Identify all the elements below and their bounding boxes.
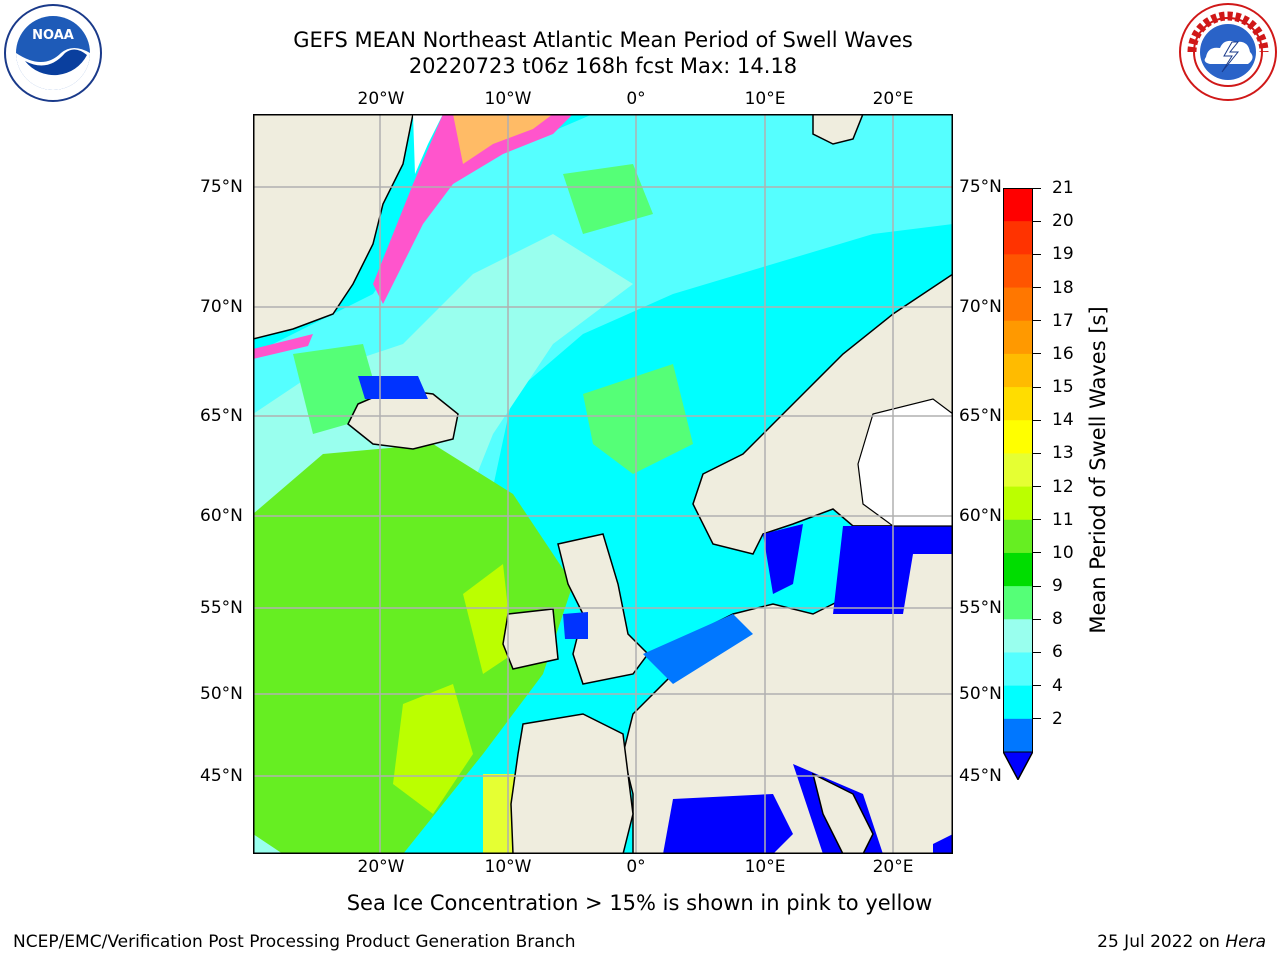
colorbar-tick-mark — [1033, 452, 1041, 454]
footer-date-text: 25 Jul 2022 on — [1097, 932, 1226, 952]
lon-label-bottom: 10°E — [744, 857, 786, 877]
colorbar-tick-mark — [1033, 220, 1041, 222]
colorbar-tick-label: 16 — [1052, 343, 1074, 364]
lon-label-top: 20°W — [357, 89, 405, 109]
colorbar-tick-mark — [1033, 353, 1041, 355]
colorbar-segment — [1003, 652, 1033, 687]
colorbar-tick-label: 17 — [1052, 310, 1074, 331]
colorbar-tick-label: 19 — [1052, 244, 1074, 265]
colorbar-segment — [1003, 254, 1033, 289]
colorbar-segment — [1003, 685, 1033, 720]
lon-label-top: 0° — [626, 89, 646, 109]
colorbar-segment — [1003, 586, 1033, 620]
lat-label-left: 45°N — [200, 766, 243, 786]
lat-label-right: 75°N — [959, 177, 1002, 197]
colorbar-tick-label: 18 — [1052, 277, 1074, 298]
lat-label-left: 75°N — [200, 177, 243, 197]
lat-label-left: 65°N — [200, 406, 243, 426]
colorbar-tick-mark — [1033, 287, 1041, 289]
colorbar-under-arrow — [1003, 751, 1033, 780]
colorbar — [1003, 188, 1033, 780]
lat-label-right: 50°N — [959, 684, 1002, 704]
colorbar-tick-mark — [1033, 685, 1041, 687]
colorbar-tick-mark — [1033, 386, 1041, 388]
colorbar-tick-label: 4 — [1052, 675, 1063, 696]
colorbar-segment — [1003, 552, 1033, 587]
svg-text:NOAA: NOAA — [32, 28, 74, 43]
footer-host: Hera — [1225, 932, 1266, 952]
colorbar-segment — [1003, 287, 1033, 322]
lat-label-right: 70°N — [959, 297, 1002, 317]
colorbar-tick-mark — [1033, 519, 1041, 521]
colorbar-tick-mark — [1033, 718, 1041, 720]
colorbar-tick-label: 8 — [1052, 609, 1063, 630]
colorbar-tick-mark — [1033, 320, 1041, 322]
lon-label-top: 10°E — [744, 89, 786, 109]
colorbar-label: Mean Period of Swell Waves [s] — [1086, 306, 1110, 634]
nws-logo — [1179, 3, 1277, 101]
colorbar-tick-mark — [1033, 187, 1041, 189]
lon-label-bottom: 0° — [626, 857, 646, 877]
colorbar-tick-mark — [1033, 552, 1041, 554]
colorbar-tick-label: 9 — [1052, 576, 1063, 597]
lon-label-top: 10°W — [484, 89, 532, 109]
colorbar-segment — [1003, 420, 1033, 454]
lon-label-top: 20°E — [872, 89, 914, 109]
lat-label-left: 55°N — [200, 598, 243, 618]
colorbar-segment — [1003, 718, 1033, 753]
colorbar-tick-label: 15 — [1052, 377, 1074, 398]
colorbar-segment — [1003, 353, 1033, 388]
colorbar-segment — [1003, 453, 1033, 488]
colorbar-tick-label: 10 — [1052, 542, 1074, 563]
colorbar-segment — [1003, 486, 1033, 521]
colorbar-tick-label: 2 — [1052, 708, 1063, 729]
colorbar-tick-mark — [1033, 651, 1041, 653]
colorbar-outline — [1003, 188, 1033, 780]
lat-label-left: 70°N — [200, 297, 243, 317]
colorbar-tick-mark — [1033, 486, 1041, 488]
colorbar-tick-label: 14 — [1052, 410, 1074, 431]
colorbar-tick-label: 21 — [1052, 178, 1074, 198]
lat-label-right: 55°N — [959, 598, 1002, 618]
colorbar-tick-label: 11 — [1052, 509, 1074, 530]
colorbar-segment — [1003, 619, 1033, 653]
lat-label-left: 50°N — [200, 684, 243, 704]
lat-label-right: 65°N — [959, 406, 1002, 426]
colorbar-tick-mark — [1033, 618, 1041, 620]
colorbar-tick-label: 6 — [1052, 642, 1063, 663]
noaa-logo: NOAA — [4, 4, 102, 102]
colorbar-segment — [1003, 519, 1033, 554]
colorbar-segment — [1003, 221, 1033, 255]
chart-title: GEFS MEAN Northeast Atlantic Mean Period… — [293, 28, 913, 52]
colorbar-segment — [1003, 320, 1033, 355]
footer-credit: NCEP/EMC/Verification Post Processing Pr… — [13, 932, 576, 952]
lat-label-left: 60°N — [200, 506, 243, 526]
sea-ice-note: Sea Ice Concentration > 15% is shown in … — [346, 891, 933, 915]
colorbar-tick-label: 12 — [1052, 476, 1074, 497]
footer-date: 25 Jul 2022 on Hera — [1097, 932, 1266, 952]
lon-label-bottom: 10°W — [484, 857, 532, 877]
colorbar-tick-label: 13 — [1052, 443, 1074, 464]
lon-label-bottom: 20°E — [872, 857, 914, 877]
colorbar-segment — [1003, 188, 1033, 222]
chart-subtitle: 20220723 t06z 168h fcst Max: 14.18 — [408, 54, 798, 78]
colorbar-tick-mark — [1033, 419, 1041, 421]
lon-label-bottom: 20°W — [357, 857, 405, 877]
lat-label-right: 60°N — [959, 506, 1002, 526]
colorbar-tick-label: 20 — [1052, 211, 1074, 232]
colorbar-segment — [1003, 387, 1033, 421]
swell-period-map — [253, 114, 953, 854]
colorbar-tick-mark — [1033, 253, 1041, 255]
lat-label-right: 45°N — [959, 766, 1002, 786]
colorbar-tick-mark — [1033, 585, 1041, 587]
